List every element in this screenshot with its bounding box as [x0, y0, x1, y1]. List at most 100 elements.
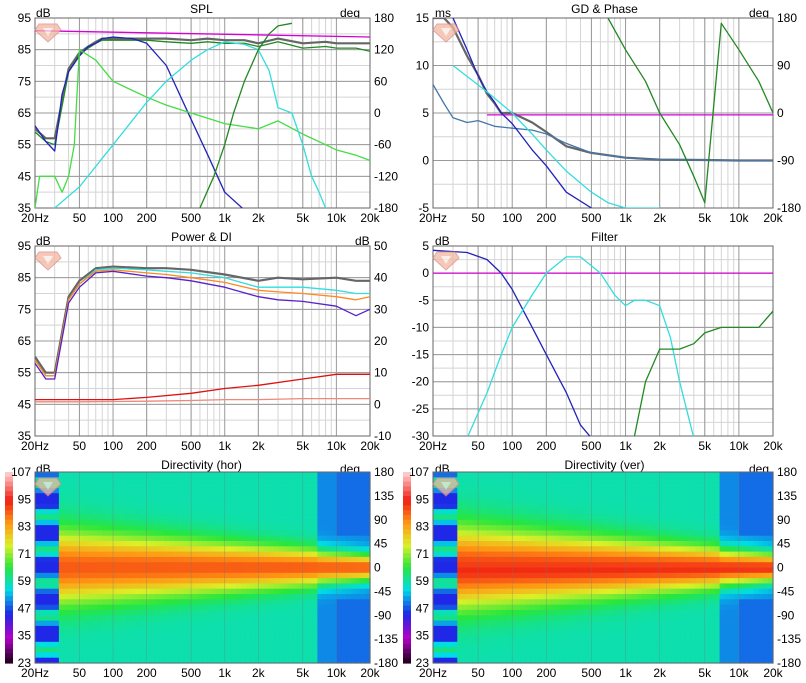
heatmap-cell [365, 615, 371, 622]
heatmap-cell [63, 631, 70, 638]
heatmap-cell [322, 525, 328, 531]
heatmap-cell [303, 472, 309, 478]
heatmap-cell [569, 572, 575, 579]
heatmap-cell [236, 567, 242, 574]
heatmap-cell [188, 551, 194, 558]
heatmap-cell [336, 578, 342, 584]
heatmap-cell [58, 647, 65, 653]
heatmap-cell [212, 525, 218, 531]
heatmap-cell [39, 652, 46, 659]
heatmap-cell [73, 657, 79, 664]
heatmap-cell [559, 541, 565, 547]
heatmap-cell [169, 525, 175, 531]
heatmap-cell [49, 535, 55, 542]
heatmap-cell [183, 562, 189, 569]
heatmap-cell [149, 472, 156, 478]
heatmap-cell [82, 482, 89, 489]
heatmap-cell [202, 551, 208, 558]
heatmap-cell [279, 530, 285, 537]
heatmap-cell [78, 583, 84, 590]
heatmap-cell [250, 625, 256, 632]
heatmap-cell [350, 578, 357, 584]
heatmap-cell [63, 541, 70, 547]
heatmap-cell [245, 615, 251, 622]
heatmap-cell [331, 509, 338, 515]
heatmap-cell [298, 498, 304, 505]
heatmap-cell [231, 503, 237, 510]
heatmap-cell [279, 509, 285, 515]
heatmap-cell [274, 609, 280, 616]
heatmap-cell [140, 509, 146, 515]
heatmap-cell [231, 530, 237, 537]
heatmap-cell [154, 535, 160, 542]
heatmap-cell [622, 609, 628, 616]
heatmap-cell [44, 604, 50, 611]
heatmap-cell [530, 546, 536, 553]
heatmap-cell [559, 588, 565, 595]
heatmap-cell [317, 519, 323, 526]
heatmap-cell [603, 535, 609, 542]
heatmap-cell [73, 609, 79, 616]
heatmap-cell [322, 556, 328, 563]
heatmap-cell [360, 572, 366, 579]
heatmap-cell [632, 572, 638, 579]
heatmap-cell [520, 567, 526, 574]
heatmap-cell [501, 578, 507, 584]
heatmap-cell [173, 525, 180, 531]
heatmap-cell [462, 615, 468, 622]
heatmap-cell [612, 514, 619, 521]
heatmap-cell [178, 519, 184, 526]
heatmap-cell [515, 546, 522, 553]
heatmap-cell [646, 652, 653, 659]
heatmap-cell [675, 477, 682, 484]
heatmap-cell [135, 641, 141, 648]
heatmap-cell [442, 551, 449, 558]
heatmap-cell [457, 625, 463, 632]
heatmap-cell [49, 604, 55, 611]
heatmap-cell [661, 519, 667, 526]
heatmap-cell [322, 620, 328, 627]
heatmap-cell [501, 647, 507, 653]
spl-panel: SPL dB deg 20Hz 50 100 200 500 1k 2k 5k 10k 20k 95… [0, 0, 403, 228]
heatmap-cell [564, 535, 570, 542]
heatmap-cell [106, 636, 113, 643]
heatmap-cell [627, 487, 633, 494]
heatmap-cell [250, 588, 256, 595]
heatmap-cell [68, 657, 74, 664]
heatmap-cell [125, 541, 132, 547]
heatmap-cell [283, 535, 290, 542]
heatmap-cell [288, 625, 294, 632]
heatmap-cell [598, 541, 604, 547]
heatmap-cell [501, 493, 507, 500]
heatmap-cell [274, 641, 280, 648]
heatmap-cell [35, 625, 41, 632]
heatmap-cell [554, 493, 560, 500]
heatmap-cell [212, 625, 218, 632]
gd-right-unit: deg [749, 6, 770, 20]
heatmap-cell [481, 657, 488, 664]
heatmap-cell [496, 657, 502, 664]
heatmap-cell [641, 625, 648, 632]
heatmap-cell [44, 657, 50, 664]
heatmap-cell [695, 472, 701, 478]
heatmap-cell [341, 530, 347, 537]
heatmap-cell [355, 477, 361, 484]
heatmap-cell [622, 503, 628, 510]
heatmap-cell [549, 641, 556, 648]
heatmap-cell [583, 530, 590, 537]
heatmap-cell [221, 551, 227, 558]
heatmap-cell [690, 556, 696, 563]
heatmap-cell [63, 647, 70, 653]
heatmap-cell [695, 477, 701, 484]
heatmap-cell [515, 594, 522, 600]
heatmap-cell [467, 482, 473, 489]
heatmap-cell [544, 625, 551, 632]
heatmap-cell [486, 636, 492, 643]
heatmap-cell [116, 652, 122, 659]
heatmap-cell [274, 588, 280, 595]
heatmap-cell [111, 625, 117, 632]
heatmap-cell [632, 514, 638, 521]
heatmap-cell [97, 535, 103, 542]
heatmap-cell [183, 541, 189, 547]
heatmap-cell [452, 562, 458, 569]
